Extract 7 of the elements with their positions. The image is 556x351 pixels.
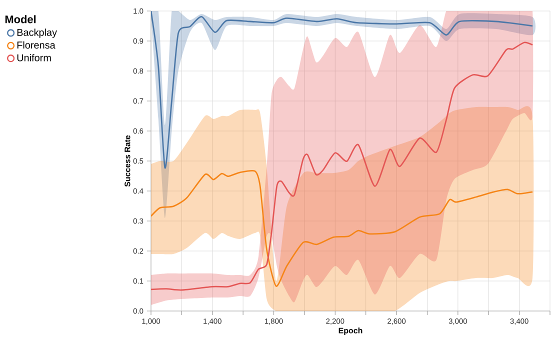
- line-series: [150, 10, 534, 169]
- line-series: [150, 42, 534, 291]
- line-series: [150, 170, 534, 287]
- legend-label: Florensa: [17, 41, 56, 49]
- legend-title: Model: [5, 15, 36, 24]
- legend-label: Uniform: [17, 54, 51, 62]
- legend-label: Backplay: [17, 28, 58, 38]
